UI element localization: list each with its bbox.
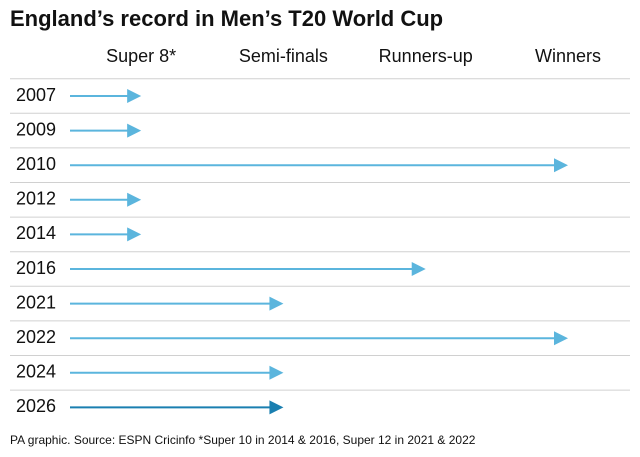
y-tick-label: 2012 [16,189,56,209]
arrow-head [554,158,568,173]
arrow-head [127,123,142,138]
x-tick-label: Semi-finals [239,46,328,66]
arrow-head [411,262,426,276]
y-tick-label: 2016 [16,258,56,278]
arrow-head [269,296,284,311]
y-tick-label: 2022 [16,327,56,347]
arrow-head [127,227,142,242]
y-tick-label: 2014 [16,223,56,243]
y-tick-label: 2026 [16,396,56,416]
arrow-head [554,331,568,346]
y-tick-label: 2010 [16,154,56,174]
chart-title: England’s record in Men’s T20 World Cup [10,6,443,31]
y-tick-label: 2009 [16,119,56,139]
arrow-head [127,89,142,103]
x-tick-label: Winners [535,46,601,66]
y-tick-label: 2007 [16,85,56,105]
arrow-head [269,365,284,380]
arrow-head [269,400,284,415]
y-tick-label: 2021 [16,292,56,312]
y-tick-label: 2024 [16,362,56,382]
x-tick-label: Super 8* [106,46,176,66]
source-note: PA graphic. Source: ESPN Cricinfo *Super… [10,433,476,447]
x-tick-label: Runners-up [379,46,473,66]
arrow-head [127,192,142,207]
